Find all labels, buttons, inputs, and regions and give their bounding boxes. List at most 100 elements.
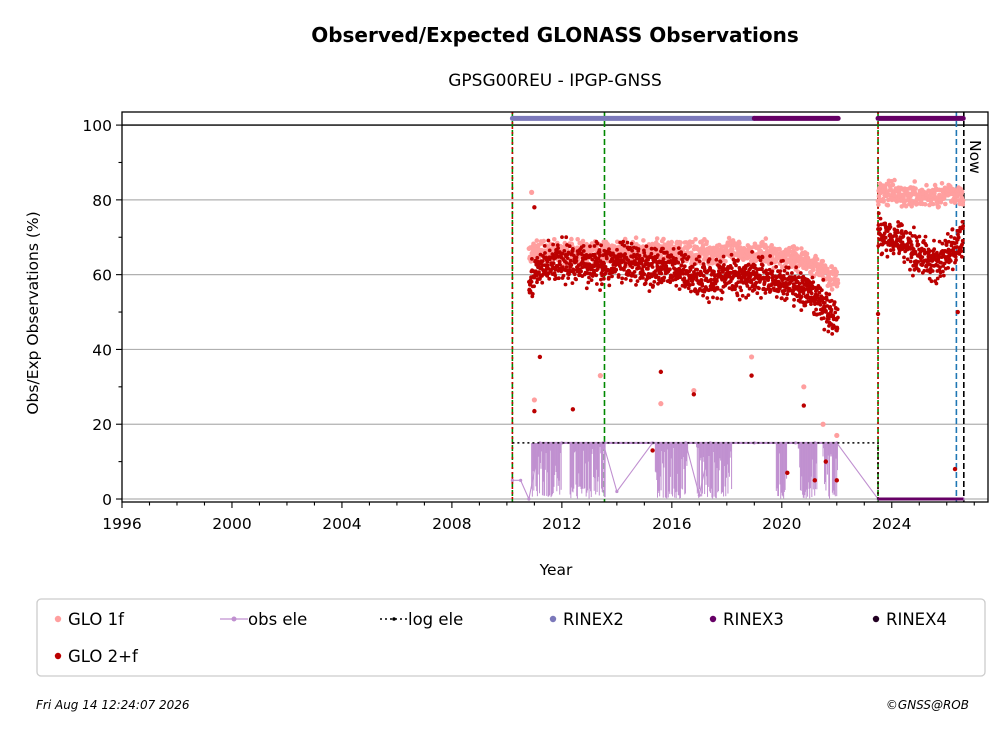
obs-ele-point: [615, 489, 619, 494]
glo-2f-point: [598, 253, 602, 258]
glo-1f-point: [936, 204, 941, 210]
glo-2f-point: [876, 211, 881, 216]
glo-2f-point: [715, 279, 719, 283]
glo-2f-point: [532, 284, 536, 289]
glo-1f-point: [584, 241, 589, 247]
glo-2f-point: [560, 235, 564, 240]
glo-2f-point: [607, 283, 612, 288]
axes: 1996 2000 2004 2008 2012 2016 2020 2024 0 20 40 60 8…: [82, 111, 989, 533]
glo-2f-point: [695, 291, 700, 296]
glo-2f-point: [760, 263, 765, 268]
glo-2f-point: [909, 239, 913, 244]
glo-1f-point: [825, 266, 830, 272]
glo-2f-point: [781, 274, 786, 278]
glo-2f-point: [564, 235, 569, 240]
glo-2f-point: [644, 244, 649, 249]
glo-2f-point: [640, 258, 645, 263]
glo-2f-point: [603, 265, 608, 269]
glo-2f-point: [636, 247, 641, 251]
glo-2f-point: [895, 230, 900, 235]
glo-2f-point: [661, 257, 666, 261]
glo-1f-point: [704, 239, 709, 245]
glo-2f-point: [916, 242, 921, 247]
glo-2f-point: [767, 275, 771, 280]
glo-2f-point: [665, 250, 669, 255]
legend-label: GLO 2+f: [68, 647, 139, 666]
obs-ele-point: [697, 493, 701, 497]
x-tick-label: 2020: [762, 515, 801, 533]
glo-2f-point: [946, 239, 951, 244]
glo-2f-point: [908, 267, 912, 272]
glo-2f-point: [535, 255, 540, 260]
glo-2f-point: [562, 249, 567, 253]
glo-2f-point: [766, 271, 770, 276]
glo-2f-point: [781, 258, 785, 263]
glo-1f-point: [552, 237, 557, 242]
glo-2f-point: [587, 275, 591, 280]
glo-2f-point: [610, 274, 614, 279]
glo-2f-point: [567, 244, 572, 249]
glo-2f-point: [566, 250, 571, 255]
legend-marker: [872, 615, 880, 623]
glo-2f-point: [643, 281, 648, 286]
glo-2f-point: [824, 291, 829, 296]
glo-2f-point: [571, 247, 575, 251]
glo-2f-point: [878, 227, 883, 231]
glo-2f-point: [746, 293, 751, 297]
glo-2f-point: [891, 251, 896, 256]
glo-2f-point: [902, 255, 906, 260]
glo-2f-point: [659, 267, 664, 271]
glo-2f-point: [615, 247, 619, 252]
glo-2f-point: [883, 235, 888, 240]
y-tick-label: 40: [92, 341, 112, 359]
glo-1f-point: [927, 202, 932, 208]
glo-2f-point: [584, 286, 589, 291]
glo-2f-point: [923, 234, 928, 239]
glo-1f-point: [811, 267, 816, 272]
glo-2f-point: [921, 239, 926, 243]
glo-2f-point: [557, 259, 562, 264]
glo-2f-point: [600, 282, 604, 287]
glo-1f-point: [915, 201, 920, 206]
glo-1f-point: [799, 246, 804, 251]
glo-2f-point: [668, 267, 672, 272]
glo-2f-point: [642, 250, 647, 255]
glo-2f-point: [785, 292, 790, 297]
glo-2f-point: [621, 239, 626, 244]
glo-2f-point: [563, 282, 568, 287]
glo-2f-point: [537, 354, 543, 360]
glo-2f-point: [768, 254, 772, 258]
glo-2f-point: [762, 280, 767, 284]
legend-label: RINEX4: [886, 610, 947, 629]
glo-2f-point: [620, 280, 624, 285]
glo-2f-point: [639, 261, 644, 266]
glo-2f-point: [829, 307, 834, 312]
glo-2f-point: [774, 295, 779, 299]
glo-2f-point: [912, 225, 916, 230]
glo-2f-point: [960, 238, 965, 243]
glo-1f-point: [763, 236, 769, 241]
glo-2f-point: [551, 242, 555, 247]
legend-marker: [549, 615, 557, 623]
glo-2f-point: [932, 247, 937, 252]
x-axis-label: Year: [539, 561, 573, 579]
glo-2f-point: [719, 297, 724, 301]
glo-2f-point: [830, 332, 835, 336]
glo-2f-point: [589, 278, 594, 282]
glo-1f-point: [658, 401, 664, 407]
glo-2f-point: [939, 260, 943, 265]
glo-2f-point: [588, 244, 592, 249]
glo-2f-point: [715, 296, 720, 301]
glo-2f-point: [553, 267, 558, 272]
glo-2f-point: [598, 288, 602, 292]
glo-2f-point: [690, 265, 695, 269]
glo-2f-point: [836, 315, 840, 320]
glo-2f-point: [540, 280, 545, 285]
glo-2f-point: [823, 459, 828, 464]
glo-2f-point: [959, 249, 964, 254]
x-tick-label: 2004: [322, 515, 361, 533]
glo-2f-point: [630, 248, 634, 253]
glo-1f-point: [834, 269, 839, 275]
glo-1f-point: [885, 202, 891, 208]
legend-frame: [36, 598, 986, 677]
